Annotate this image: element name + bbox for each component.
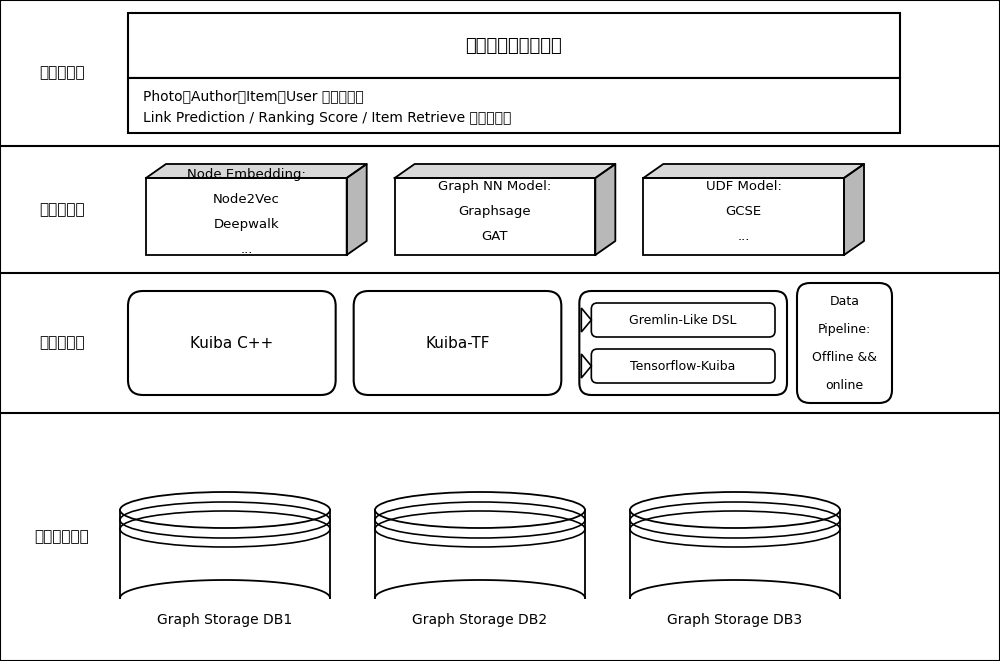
Text: Gremlin-Like DSL: Gremlin-Like DSL [629, 313, 737, 327]
Bar [128, 78, 900, 133]
Polygon shape [581, 354, 591, 378]
FancyBboxPatch shape [354, 291, 561, 395]
Text: Deepwalk: Deepwalk [214, 217, 279, 231]
Ellipse shape [375, 492, 585, 528]
Text: online: online [825, 379, 864, 391]
Text: Graph Storage DB2: Graph Storage DB2 [412, 613, 548, 627]
FancyBboxPatch shape [128, 291, 336, 395]
Text: Pipeline:: Pipeline: [818, 323, 871, 336]
Bar [128, 13, 900, 78]
Text: Graph NN Model:: Graph NN Model: [438, 180, 552, 193]
Polygon shape [844, 164, 864, 255]
Text: Kuiba-TF: Kuiba-TF [425, 336, 490, 350]
Text: Graphsage: Graphsage [459, 205, 531, 218]
Text: GAT: GAT [482, 230, 508, 243]
Text: Graph Storage DB3: Graph Storage DB3 [667, 613, 803, 627]
Text: Node2Vec: Node2Vec [213, 192, 280, 206]
FancyBboxPatch shape [591, 349, 775, 383]
Text: ...: ... [240, 243, 253, 256]
Text: Offline &&: Offline && [812, 350, 877, 364]
Text: Tensorflow-Kuiba: Tensorflow-Kuiba [630, 360, 736, 373]
FancyBboxPatch shape [579, 291, 787, 395]
FancyBboxPatch shape [591, 303, 775, 337]
Bar [643, 178, 844, 255]
Text: 业务推荐器: 业务推荐器 [39, 65, 85, 81]
Ellipse shape [630, 492, 840, 528]
Text: Data: Data [830, 295, 860, 307]
Text: Photo，Author，Item，User 等各个场景: Photo，Author，Item，User 等各个场景 [143, 89, 364, 103]
Text: ...: ... [737, 230, 750, 243]
Polygon shape [643, 164, 864, 178]
Bar [120, 510, 330, 598]
Polygon shape [395, 164, 615, 178]
Bar [375, 510, 585, 598]
Text: Graph Storage DB1: Graph Storage DB1 [157, 613, 293, 627]
Bar [630, 510, 840, 598]
Ellipse shape [120, 492, 330, 528]
Text: Node Embedding:: Node Embedding: [187, 167, 306, 180]
Bar [146, 178, 347, 255]
Polygon shape [347, 164, 367, 255]
Polygon shape [595, 164, 615, 255]
Text: UDF Model:: UDF Model: [706, 180, 782, 193]
Bar [395, 178, 595, 255]
Text: Kuiba C++: Kuiba C++ [190, 336, 273, 350]
Polygon shape [581, 308, 591, 332]
FancyBboxPatch shape [797, 283, 892, 403]
Polygon shape [146, 164, 367, 178]
Text: Link Prediction / Ranking Score / Item Retrieve 等各种形式: Link Prediction / Ranking Score / Item R… [143, 111, 511, 125]
Text: 异构图存储器: 异构图存储器 [35, 529, 89, 545]
Text: 不同场景，不同方式: 不同场景，不同方式 [466, 36, 562, 54]
Text: 模型存储器: 模型存储器 [39, 202, 85, 217]
Text: GCSE: GCSE [726, 205, 762, 218]
Text: 模型训练器: 模型训练器 [39, 336, 85, 350]
